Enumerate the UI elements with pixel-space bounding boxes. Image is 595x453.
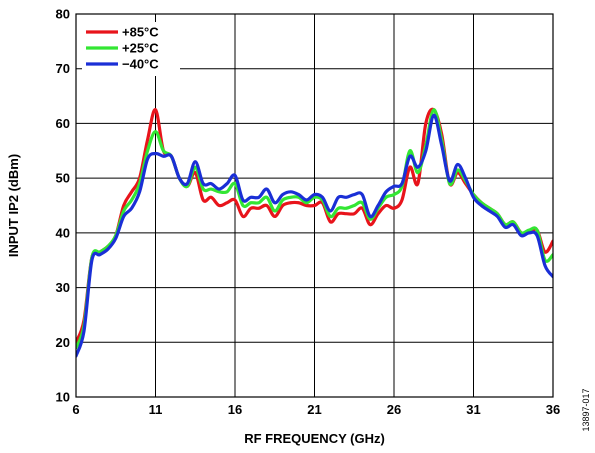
x-tick-label: 36: [546, 402, 560, 417]
legend-label: −40°C: [122, 57, 159, 72]
series-line-3: [76, 113, 553, 358]
x-tick-label: 31: [466, 402, 480, 417]
y-axis-title: INPUT IP2 (dBm): [6, 154, 21, 257]
y-tick-label: 20: [56, 335, 70, 350]
plot-frame: [75, 13, 554, 398]
x-tick-label: 6: [72, 402, 79, 417]
x-tick-label: 26: [387, 402, 401, 417]
legend: +85°C+25°C−40°C: [82, 22, 180, 76]
y-tick-label: 80: [56, 7, 70, 22]
y-tick-label: 30: [56, 280, 70, 295]
figure-id: 13897-017: [581, 388, 591, 431]
x-tick-label: 11: [149, 402, 163, 417]
x-axis-title: RF FREQUENCY (GHz): [244, 431, 385, 446]
y-tick-label: 60: [56, 116, 70, 131]
tick-labels: 6 11 16 21 26 31 36 10 20 30 40 50 60 70 80: [56, 7, 561, 418]
y-tick-label: 50: [56, 171, 70, 186]
y-tick-label: 70: [56, 61, 70, 76]
legend-label: +25°C: [122, 41, 159, 56]
y-tick-label: 40: [56, 225, 70, 240]
series-layer: [76, 107, 553, 358]
x-tick-label: 16: [228, 402, 242, 417]
grid: [75, 13, 554, 398]
x-tick-label: 21: [307, 402, 321, 417]
y-tick-label: 10: [56, 390, 70, 405]
legend-label: +85°C: [122, 25, 159, 40]
